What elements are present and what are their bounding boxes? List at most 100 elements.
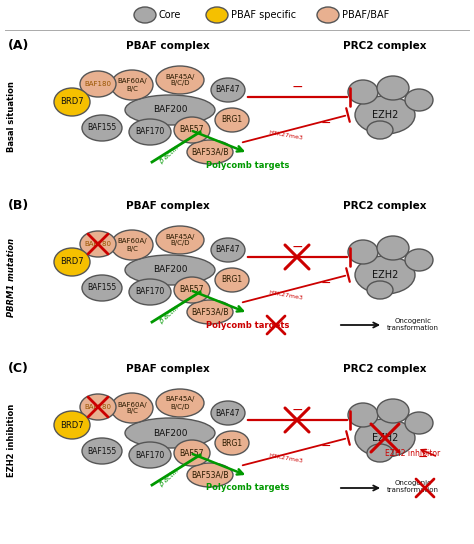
Text: H3K27me3: H3K27me3 <box>268 289 304 300</box>
Text: PRC2 complex: PRC2 complex <box>343 41 427 51</box>
Ellipse shape <box>174 117 210 143</box>
Text: BRG1: BRG1 <box>221 115 243 125</box>
Text: PBRM1 mutation: PBRM1 mutation <box>8 237 17 317</box>
Ellipse shape <box>54 88 90 116</box>
Ellipse shape <box>54 411 90 439</box>
Ellipse shape <box>211 238 245 262</box>
Text: BAF53A/B: BAF53A/B <box>191 147 229 157</box>
Ellipse shape <box>156 389 204 417</box>
Ellipse shape <box>187 463 233 487</box>
Ellipse shape <box>355 256 415 294</box>
Ellipse shape <box>111 70 153 100</box>
Ellipse shape <box>348 403 378 427</box>
Text: Polycomb targets: Polycomb targets <box>206 484 290 492</box>
Text: BAF155: BAF155 <box>87 123 117 133</box>
Ellipse shape <box>405 89 433 111</box>
Text: EZH2 inhibitor: EZH2 inhibitor <box>385 448 440 458</box>
Ellipse shape <box>377 76 409 100</box>
Ellipse shape <box>355 419 415 457</box>
Ellipse shape <box>111 230 153 260</box>
Text: −: − <box>291 403 303 417</box>
Text: BAF200: BAF200 <box>153 265 187 275</box>
Text: PRC2 complex: PRC2 complex <box>343 364 427 374</box>
Text: −: − <box>321 277 331 290</box>
Text: BRD7: BRD7 <box>60 97 84 107</box>
Ellipse shape <box>211 401 245 425</box>
Ellipse shape <box>187 300 233 324</box>
Text: BAF57: BAF57 <box>180 286 204 294</box>
Text: H3K27me3: H3K27me3 <box>268 453 304 463</box>
Ellipse shape <box>111 393 153 423</box>
Ellipse shape <box>134 7 156 23</box>
Ellipse shape <box>367 444 393 462</box>
Text: Oncogenic
transformation: Oncogenic transformation <box>387 480 439 493</box>
Text: Oncogenic
transformation: Oncogenic transformation <box>387 318 439 331</box>
Text: (B): (B) <box>8 199 29 212</box>
Ellipse shape <box>174 440 210 466</box>
Text: BAF60A/
B/C: BAF60A/ B/C <box>117 401 147 415</box>
Text: BAF47: BAF47 <box>216 245 240 255</box>
Ellipse shape <box>187 140 233 164</box>
Text: Polycomb targets: Polycomb targets <box>206 320 290 330</box>
Text: −: − <box>291 80 303 94</box>
Text: BAF200: BAF200 <box>153 429 187 437</box>
Text: BAF53A/B: BAF53A/B <box>191 307 229 317</box>
Ellipse shape <box>156 226 204 254</box>
Text: BRG1: BRG1 <box>221 275 243 285</box>
Text: BAF155: BAF155 <box>87 447 117 455</box>
Text: −: − <box>291 240 303 254</box>
Ellipse shape <box>215 268 249 292</box>
Text: β actin: β actin <box>158 467 180 488</box>
Text: BAF47: BAF47 <box>216 85 240 95</box>
Text: (C): (C) <box>8 362 29 375</box>
Text: BRD7: BRD7 <box>60 257 84 267</box>
Text: PBAF complex: PBAF complex <box>126 41 210 51</box>
Ellipse shape <box>174 277 210 303</box>
Ellipse shape <box>82 438 122 464</box>
Ellipse shape <box>377 399 409 423</box>
Text: −: − <box>321 117 331 130</box>
Text: BAF60A/
B/C: BAF60A/ B/C <box>117 238 147 251</box>
Ellipse shape <box>355 96 415 134</box>
Text: BAF170: BAF170 <box>136 287 164 296</box>
Text: BAF53A/B: BAF53A/B <box>191 471 229 479</box>
Text: H3K27me3: H3K27me3 <box>268 129 304 140</box>
Text: BAF47: BAF47 <box>216 409 240 417</box>
Ellipse shape <box>125 95 215 125</box>
Text: Basal situation: Basal situation <box>8 82 17 152</box>
Ellipse shape <box>367 121 393 139</box>
Ellipse shape <box>82 275 122 301</box>
Text: BAF155: BAF155 <box>87 283 117 293</box>
Ellipse shape <box>317 7 339 23</box>
Text: Polycomb targets: Polycomb targets <box>206 160 290 170</box>
Ellipse shape <box>367 281 393 299</box>
Text: BAF200: BAF200 <box>153 106 187 114</box>
Text: EZH2: EZH2 <box>372 270 398 280</box>
Ellipse shape <box>156 66 204 94</box>
Text: EZH2 inhibition: EZH2 inhibition <box>8 403 17 477</box>
Text: BAF180: BAF180 <box>84 81 111 87</box>
Ellipse shape <box>211 78 245 102</box>
Ellipse shape <box>405 412 433 434</box>
Ellipse shape <box>129 119 171 145</box>
Ellipse shape <box>125 418 215 448</box>
Text: BAF45A/
B/C/D: BAF45A/ B/C/D <box>165 397 195 410</box>
Text: BAF45A/
B/C/D: BAF45A/ B/C/D <box>165 73 195 86</box>
Text: BAF170: BAF170 <box>136 450 164 460</box>
Ellipse shape <box>54 248 90 276</box>
Text: BAF45A/
B/C/D: BAF45A/ B/C/D <box>165 233 195 246</box>
Ellipse shape <box>129 279 171 305</box>
Text: BRD7: BRD7 <box>60 421 84 430</box>
Text: BAF60A/
B/C: BAF60A/ B/C <box>117 78 147 91</box>
Ellipse shape <box>377 236 409 260</box>
Text: EZH2: EZH2 <box>372 110 398 120</box>
Text: PRC2 complex: PRC2 complex <box>343 201 427 211</box>
Ellipse shape <box>80 394 116 420</box>
Text: PBAF complex: PBAF complex <box>126 201 210 211</box>
Text: BAF180: BAF180 <box>84 404 111 410</box>
Ellipse shape <box>129 442 171 468</box>
Text: β actin: β actin <box>158 144 180 165</box>
Ellipse shape <box>80 71 116 97</box>
Ellipse shape <box>80 231 116 257</box>
Text: BAF170: BAF170 <box>136 127 164 137</box>
